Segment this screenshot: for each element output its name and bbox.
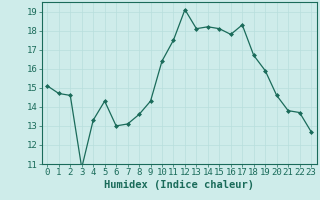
X-axis label: Humidex (Indice chaleur): Humidex (Indice chaleur) (104, 180, 254, 190)
